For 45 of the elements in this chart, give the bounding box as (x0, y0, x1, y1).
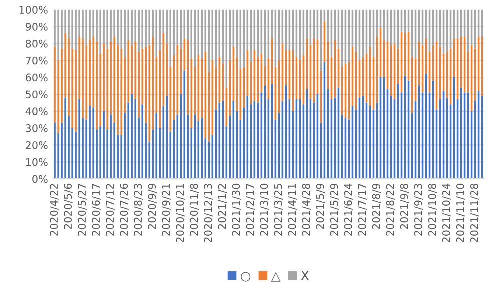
y-tick-label: 90% (26, 23, 48, 31)
x-tick-label: 2020/6/17 (92, 184, 101, 236)
x-tick-label: 2020/9/9 (148, 184, 157, 230)
y-tick-label: 40% (26, 108, 48, 116)
x-tick-label: 2020/7/12 (106, 184, 115, 236)
y-tick-label: 70% (26, 56, 48, 65)
x-tick-label: 2021/5/9 (316, 184, 326, 230)
y-tick-label: 50% (26, 90, 48, 99)
x-tick-label: 2021/6/24 (344, 184, 354, 236)
legend-label: ○ (241, 272, 251, 282)
x-tick-label: 2021/4/28 (302, 184, 312, 236)
x-tick-label: 2021/10/8 (428, 184, 438, 236)
x-tick-label: 2021/4/11 (288, 184, 298, 236)
x-tick-label: 2020/12/13 (204, 184, 213, 243)
x-tick-label: 2021/1/2 (218, 184, 227, 230)
y-tick-label: 60% (26, 74, 48, 82)
x-tick-label: 2021/8/22 (386, 184, 396, 236)
x-tick-label: 2020/5/27 (78, 184, 87, 236)
x-tick-label: 2021/11/28 (470, 184, 480, 243)
y-tick-label: 10% (26, 158, 48, 166)
x-tick-label: 2021/2/17 (246, 184, 255, 236)
x-tick-label: 2020/10/21 (176, 184, 185, 243)
x-tick-label: 2020/8/23 (134, 184, 143, 236)
y-tick-label: 100% (20, 6, 48, 14)
x-tick-label: 2021/8/9 (372, 184, 382, 230)
x-tick-label: 2020/9/21 (162, 184, 171, 236)
y-tick-label: 30% (26, 124, 48, 132)
x-tick-label: 2021/1/30 (232, 184, 241, 236)
x-tick-label: 2020/5/6 (64, 184, 73, 230)
y-tick-label: 80% (26, 40, 48, 48)
x-tick-label: 2021/10/24 (442, 184, 452, 243)
x-tick-label: 2020/11/8 (190, 184, 199, 236)
x-tick-label: 2021/9/8 (400, 184, 410, 230)
legend-label: △ (271, 272, 281, 282)
x-tick-label: 2020/4/22 (50, 184, 59, 236)
y-tick-label: 20% (26, 141, 48, 150)
x-tick-label: 2021/3/10 (260, 184, 270, 236)
x-tick-label: 2020/7/26 (120, 184, 129, 236)
y-tick-label: 0% (32, 175, 48, 184)
x-tick-label: 2021/3/25 (274, 184, 284, 236)
x-tick-label: 2021/7/17 (358, 184, 368, 236)
x-tick-label: 2021/9/23 (414, 184, 424, 236)
x-tick-label: 2021/11/10 (456, 184, 466, 243)
legend-label: X (301, 271, 310, 280)
x-tick-label: 2021/5/29 (330, 184, 340, 236)
